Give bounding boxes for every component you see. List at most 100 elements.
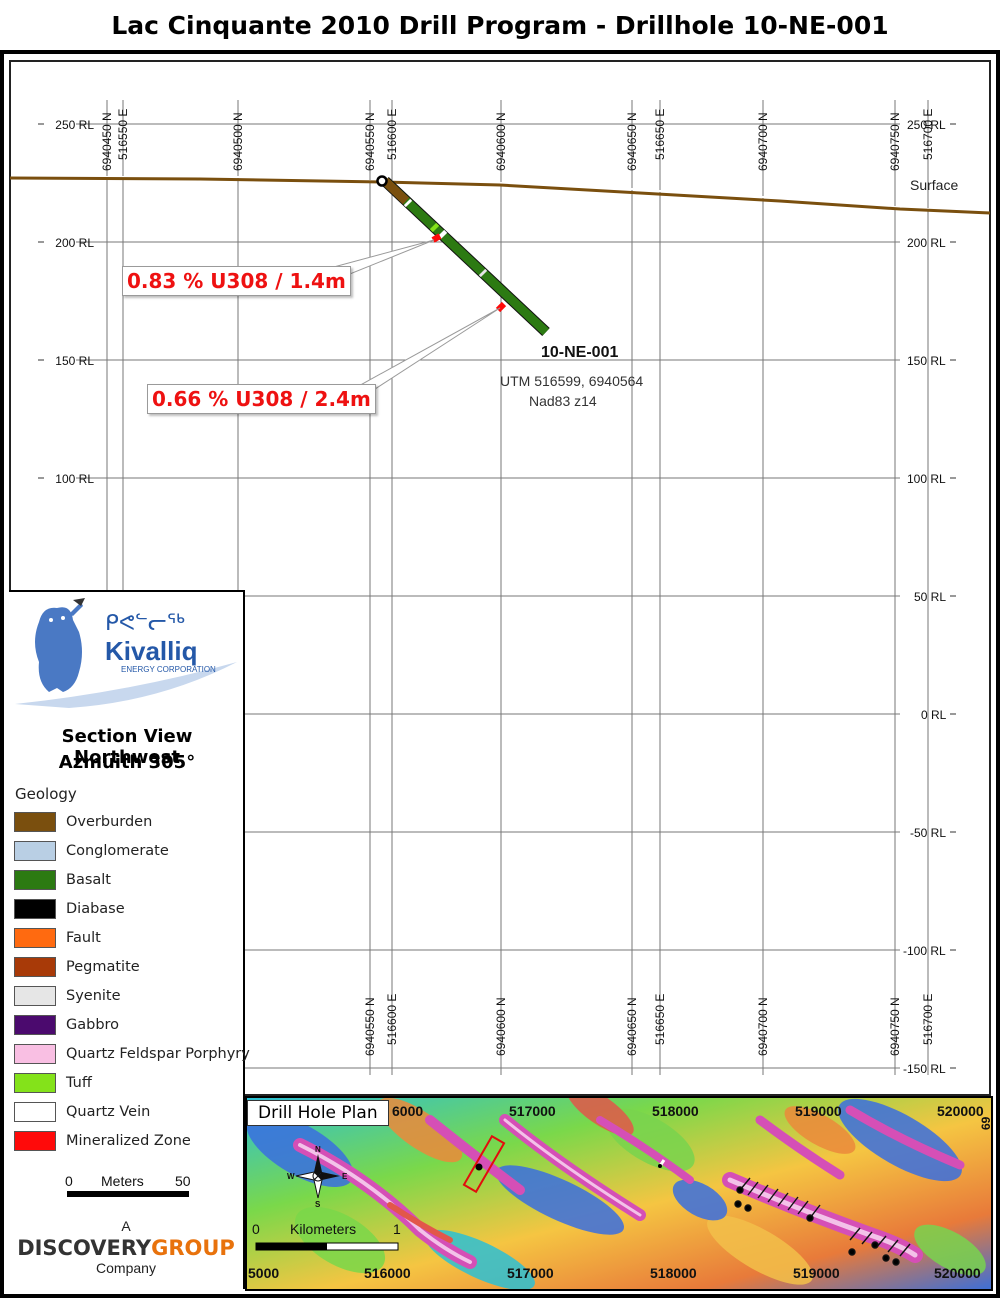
plan-label: Drill Hole Plan	[247, 1100, 389, 1126]
company-pre: A	[121, 1218, 131, 1234]
legend-label: Tuff	[66, 1075, 92, 1091]
logo-subtitle: ENERGY CORPORATION	[121, 665, 216, 674]
drill-hole	[376, 175, 550, 337]
legend-item: Conglomerate	[14, 840, 169, 862]
mineralized-zone-1	[431, 233, 442, 243]
legend-item: Quartz Vein	[14, 1101, 150, 1123]
page-title: Lac Cinquante 2010 Drill Program - Drill…	[111, 11, 889, 40]
scale-max: 50	[175, 1173, 191, 1189]
legend-swatch	[14, 1073, 56, 1093]
northing-label: 6940650 N	[625, 997, 639, 1056]
legend-item: Diabase	[14, 898, 125, 920]
company-name-a: DISCOVERY	[17, 1236, 152, 1260]
logo-name: Kivalliq	[105, 636, 197, 666]
legend-heading: Geology	[15, 785, 77, 803]
legend-item: Gabbro	[14, 1014, 119, 1036]
collar-icon	[376, 175, 388, 187]
rl-label: 100 RL	[907, 472, 946, 486]
legend-label: Mineralized Zone	[66, 1133, 191, 1149]
assay-callout-1: 0.83 % U308 / 1.4m	[122, 266, 351, 296]
surface-line	[9, 176, 991, 215]
top-coordinate-labels: 6940450 N 516550 E 6940500 N 6940550 N 5…	[100, 109, 935, 171]
legend-title-line2: Azmuith 305°	[58, 752, 196, 773]
northing-label: 6940550 N	[363, 997, 377, 1056]
rl-labels-right: 250 RL 200 RL 150 RL 100 RL 50 RL 0 RL -…	[903, 118, 947, 1076]
northing-label: 6940550 N	[363, 112, 377, 171]
legend-swatch	[14, 1015, 56, 1035]
rl-label: 50 RL	[914, 590, 946, 604]
bottom-coordinate-labels: 6940550 N 516600 E 6940600 N 6940650 N 5…	[363, 994, 935, 1056]
easting-label: 516650 E	[653, 109, 667, 160]
outer-border	[0, 50, 1000, 1298]
legend-swatch	[14, 928, 56, 948]
rl-label: 150 RL	[55, 354, 94, 368]
scale-units: Meters	[101, 1173, 144, 1189]
logo-syllabics: ᑭᕙᓪᓕᖅ	[105, 610, 185, 635]
coordinate-grid	[106, 100, 929, 1075]
northing-label: 6940600 N	[494, 112, 508, 171]
easting-label: 516600 E	[385, 994, 399, 1045]
legend-label: Quartz Feldspar Porphyry	[66, 1046, 250, 1062]
company-name-b: GROUP	[151, 1236, 235, 1260]
legend-swatch	[14, 986, 56, 1006]
legend-item: Quartz Feldspar Porphyry	[14, 1043, 250, 1065]
legend-swatch	[14, 1131, 56, 1151]
hole-name: 10-NE-001	[541, 344, 618, 361]
legend-label: Pegmatite	[66, 959, 140, 975]
legend-swatch	[14, 1044, 56, 1064]
bear-icon	[35, 607, 82, 692]
scale-zero: 0	[65, 1173, 73, 1189]
northing-label: 6940750 N	[888, 112, 902, 171]
rl-label: -100 RL	[903, 944, 946, 958]
northing-label: 6940500 N	[231, 112, 245, 171]
scale-bar-fill	[67, 1191, 189, 1197]
northing-label: 6940750 N	[888, 997, 902, 1056]
legend-panel: ᑭᕙᓪᓕᖅ Kivalliq ENERGY CORPORATION Sectio…	[9, 590, 250, 1289]
legend-title-line1: Section View Northwest	[61, 726, 193, 768]
hole-datum: Nad83 z14	[529, 393, 597, 409]
surface-label: Surface	[910, 177, 958, 193]
easting-label: 516700 E	[921, 109, 935, 160]
easting-label: 516600 E	[385, 109, 399, 160]
legend-label: Basalt	[66, 872, 111, 888]
legend-label: Syenite	[66, 988, 121, 1004]
rl-label: -50 RL	[910, 826, 946, 840]
legend-item: Basalt	[14, 869, 111, 891]
northing-label: 6940700 N	[756, 997, 770, 1056]
legend-label: Overburden	[66, 814, 153, 830]
northing-label: 6940650 N	[625, 112, 639, 171]
northing-label: 6940450 N	[100, 112, 114, 171]
easting-label: 516650 E	[653, 994, 667, 1045]
rl-label: 100 RL	[55, 472, 94, 486]
scale-bar: 0 Meters 50	[65, 1173, 191, 1197]
logo-swoosh	[15, 662, 237, 708]
legend-label: Gabbro	[66, 1017, 120, 1033]
legend-swatch	[14, 957, 56, 977]
legend-label: Quartz Vein	[66, 1104, 151, 1120]
legend-item: Tuff	[14, 1072, 92, 1094]
rl-label: 200 RL	[907, 236, 946, 250]
easting-label: 516700 E	[921, 994, 935, 1045]
legend-swatch	[14, 1102, 56, 1122]
hole-utm: UTM 516599, 6940564	[500, 373, 643, 389]
legend-item: Pegmatite	[14, 956, 140, 978]
legend-item: Mineralized Zone	[14, 1130, 191, 1152]
legend-swatch	[14, 812, 56, 832]
company-post: Company	[96, 1260, 156, 1276]
rl-label: -150 RL	[903, 1062, 946, 1076]
legend-swatch	[14, 899, 56, 919]
legend-item: Overburden	[14, 811, 152, 833]
legend-swatch	[14, 870, 56, 890]
legend-item: Syenite	[14, 985, 121, 1007]
rl-label: 0 RL	[921, 708, 947, 722]
easting-label: 516550 E	[116, 109, 130, 160]
discovery-group-logo: DISCOVERYGROUP	[9, 1236, 243, 1260]
rl-label: 250 RL	[55, 118, 94, 132]
legend-label: Conglomerate	[66, 843, 169, 859]
legend-item: Fault	[14, 927, 101, 949]
rl-label: 150 RL	[907, 354, 946, 368]
northing-label: 6940600 N	[494, 997, 508, 1056]
assay-callout-2: 0.66 % U308 / 2.4m	[147, 384, 376, 414]
rl-label: 250 RL	[907, 118, 946, 132]
